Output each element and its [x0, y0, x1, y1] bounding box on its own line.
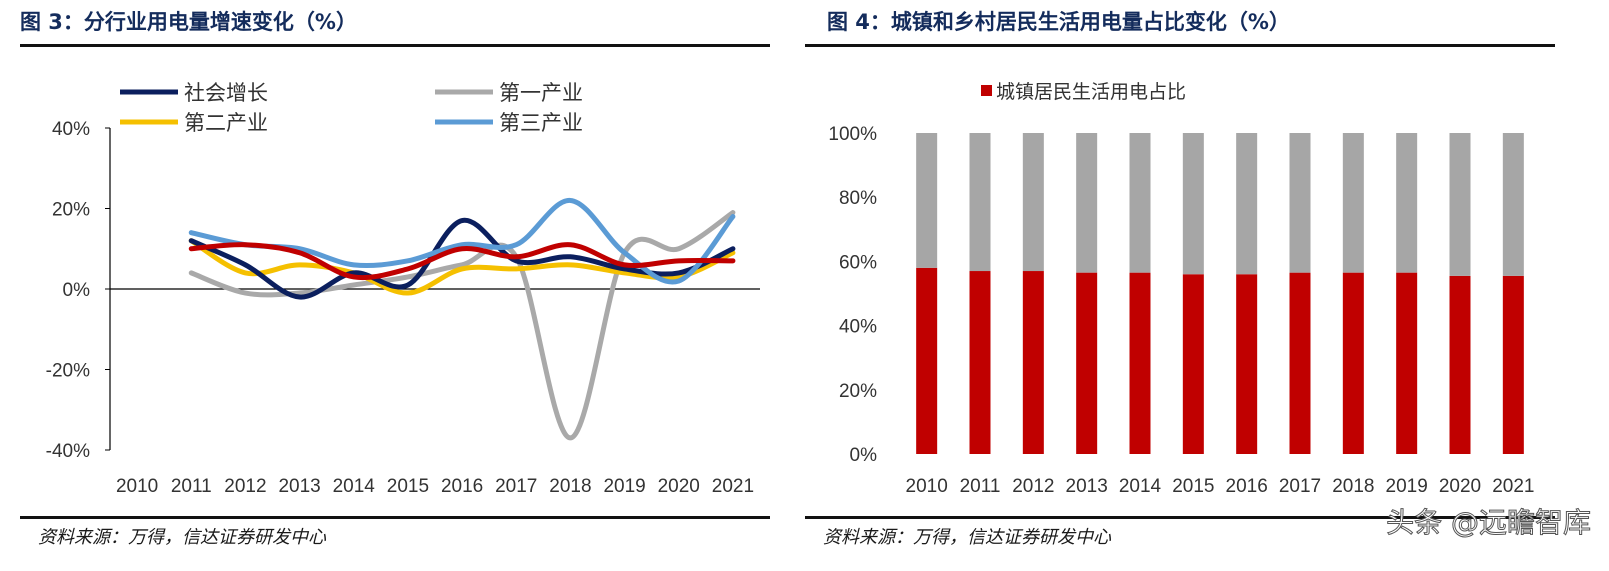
y-tick-label: 20%: [52, 200, 90, 221]
y-tick-label: 80%: [839, 188, 877, 209]
series-line-第二产业: [188, 238, 736, 296]
x-tick-label: 2021: [712, 476, 754, 497]
right-title-rule: [805, 44, 1555, 47]
x-tick-label: 2016: [1226, 476, 1268, 497]
series-line-社会增长: [188, 218, 736, 300]
y-tick-label: -20%: [46, 361, 90, 382]
x-tick-label: 2019: [603, 476, 645, 497]
x-tick-label: 2020: [658, 476, 700, 497]
bar-urban: [1182, 274, 1204, 454]
x-tick-label: 2018: [1332, 476, 1374, 497]
right-source-rule: [805, 516, 1555, 519]
bar-rural: [1236, 133, 1258, 275]
x-tick-label: 2017: [1279, 476, 1321, 497]
x-tick-label: 2011: [171, 476, 212, 497]
bar-urban: [1502, 275, 1524, 454]
bar-urban: [1022, 271, 1044, 454]
x-tick-label: 2012: [224, 476, 266, 497]
legend-label: 社会增长: [184, 82, 268, 105]
bar-rural: [1076, 133, 1098, 273]
series-line-第三产业: [188, 197, 736, 285]
bar-chart: 100% 80% 60% 40% 20% 0% 2010 2011 2012 2013 2014 20…: [828, 81, 1534, 497]
left-figure-title: 图 3：分行业用电量增速变化（%）: [20, 10, 357, 34]
y-tick-label: 40%: [839, 317, 877, 338]
x-tick-label: 2010: [116, 476, 158, 497]
line-chart: 40% 20% 0% -20% -40% 2010 2011 2012 2013 2014 2015…: [46, 82, 760, 497]
bar-urban: [1396, 272, 1418, 454]
x-tick-label: 2013: [1066, 476, 1108, 497]
left-source-rule: [20, 516, 770, 519]
bar-rural: [916, 133, 938, 268]
bar-urban: [916, 267, 938, 454]
left-title-rule: [20, 44, 770, 47]
bar-urban: [1129, 272, 1151, 454]
y-tick-label: -40%: [46, 441, 90, 462]
y-tick-label: 40%: [52, 119, 90, 140]
x-tick-label: 2013: [278, 476, 320, 497]
bar-rural: [1342, 133, 1364, 273]
bar-rural: [1502, 133, 1524, 276]
x-tick-label: 2015: [387, 476, 429, 497]
series-line-series-4: [188, 242, 736, 281]
bar-rural: [1449, 133, 1471, 276]
x-tick-label: 2017: [495, 476, 537, 497]
x-tick-label: 2018: [549, 476, 591, 497]
bar-urban: [1076, 272, 1098, 454]
right-figure-source: 资料来源：万得，信达证券研发中心: [823, 527, 1111, 548]
bar-urban: [969, 271, 991, 454]
legend-label: 城镇居民生活用电占比: [996, 81, 1186, 103]
legend-label: 第一产业: [499, 82, 583, 105]
right-figure-title: 图 4：城镇和乡村居民生活用电量占比变化（%）: [827, 10, 1290, 34]
x-tick-label: 2014: [333, 476, 376, 497]
left-figure: 图 3：分行业用电量增速变化（%） 40% 20% 0% -20% -40% 2010 20…: [20, 0, 770, 571]
x-tick-label: 2019: [1386, 476, 1428, 497]
watermark: 头条 @远瞻智库: [1386, 506, 1592, 540]
y-tick-label: 0%: [63, 280, 91, 301]
x-tick-label: 2021: [1492, 476, 1534, 497]
bar-rural: [1289, 133, 1311, 273]
legend-label: 第三产业: [499, 112, 583, 135]
x-tick-label: 2016: [441, 476, 483, 497]
y-tick-label: 100%: [828, 124, 877, 145]
x-tick-label: 2011: [960, 476, 1001, 497]
x-tick-label: 2010: [906, 476, 948, 497]
bar-urban: [1236, 274, 1258, 454]
bar-rural: [1022, 133, 1044, 272]
x-tick-label: 2020: [1439, 476, 1481, 497]
x-tick-label: 2014: [1119, 476, 1162, 497]
left-figure-source: 资料来源：万得，信达证券研发中心: [38, 527, 326, 548]
bar-rural: [969, 133, 991, 272]
bar-rural: [1129, 133, 1151, 273]
x-tick-label: 2012: [1012, 476, 1054, 497]
right-figure: 图 4：城镇和乡村居民生活用电量占比变化（%） 100% 80% 60% 40% 20%…: [805, 0, 1555, 571]
legend-label: 第二产业: [184, 112, 268, 135]
bar-urban: [1342, 272, 1364, 454]
x-tick-label: 2015: [1172, 476, 1214, 497]
y-tick-label: 60%: [839, 252, 877, 273]
bar-rural: [1182, 133, 1204, 275]
bar-rural: [1396, 133, 1418, 273]
bar-urban: [1289, 272, 1311, 454]
y-tick-label: 0%: [850, 445, 878, 466]
y-tick-label: 20%: [839, 381, 877, 402]
legend-swatch: [981, 85, 992, 96]
bar-urban: [1449, 275, 1471, 454]
